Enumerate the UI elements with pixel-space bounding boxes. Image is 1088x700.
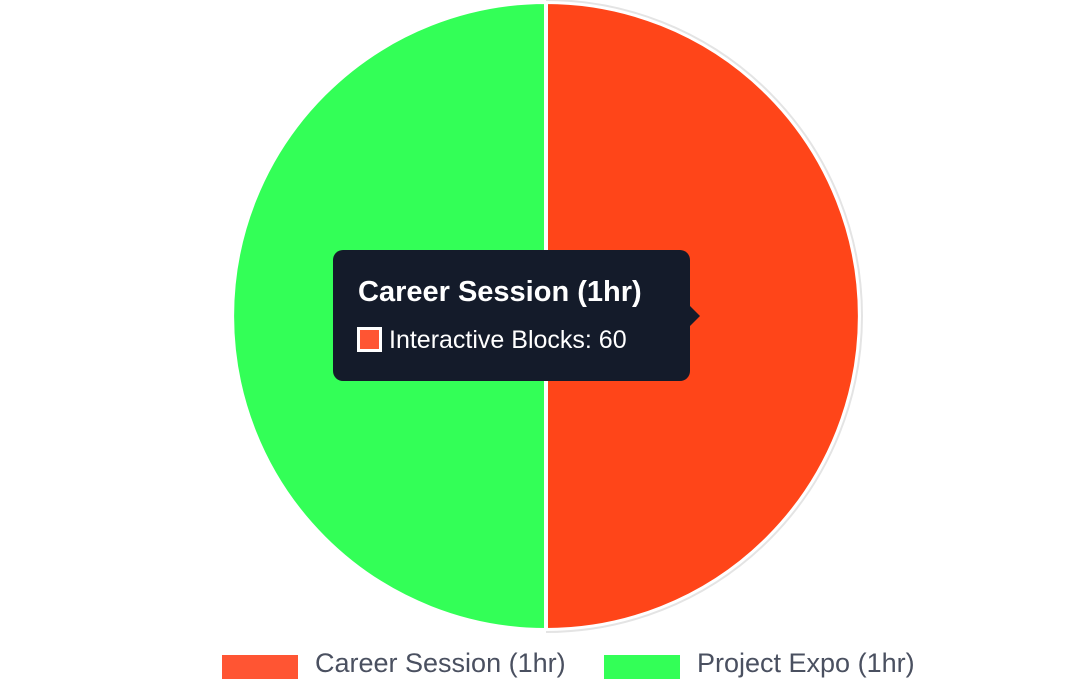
tooltip-title: Career Session (1hr) <box>358 276 642 308</box>
tooltip-caret <box>690 306 700 326</box>
legend-item-career-session[interactable]: Career Session (1hr) <box>222 645 582 685</box>
legend-item-project-expo[interactable]: Project Expo (1hr) <box>604 645 944 685</box>
legend-swatch-project-expo <box>604 655 680 679</box>
tooltip-color-swatch <box>357 327 382 352</box>
legend: Career Session (1hr) Project Expo (1hr) <box>0 645 1088 685</box>
pie-slice-career-session[interactable] <box>544 0 862 632</box>
legend-label-career-session: Career Session (1hr) <box>315 648 566 678</box>
pie-chart <box>230 0 863 633</box>
tooltip-body: Interactive Blocks: 60 <box>389 326 627 354</box>
legend-swatch-career-session <box>222 655 298 679</box>
legend-label-project-expo: Project Expo (1hr) <box>697 648 915 678</box>
tooltip: Career Session (1hr) Interactive Blocks:… <box>333 250 700 381</box>
pie-slice-hover-outline <box>545 0 863 633</box>
